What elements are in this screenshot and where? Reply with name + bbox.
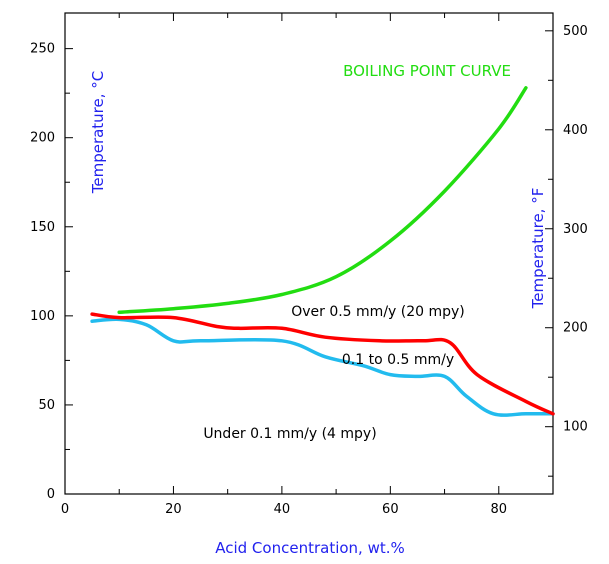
x-axis-title: Acid Concentration, wt.% <box>215 539 405 557</box>
x-tick-label: 40 <box>274 502 291 517</box>
y-axis-title-left: Temperature, °C <box>89 71 107 195</box>
y-tick-label-right: 300 <box>563 222 588 237</box>
x-tick-label: 20 <box>165 502 182 517</box>
x-tick-label: 0 <box>61 502 69 517</box>
plot-frame <box>64 12 554 495</box>
tick-labels: 0 20 40 60 80 0 50 100 150 200 250 100 200 300 400 500 <box>30 24 588 517</box>
annotation-0-1-to-0-5: 0.1 to 0.5 mm/y <box>342 352 454 368</box>
axis-ticks <box>64 13 554 495</box>
x-tick-label: 80 <box>491 502 508 517</box>
y-tick-label-right: 500 <box>563 24 588 39</box>
y-tick-label-left: 100 <box>30 309 55 324</box>
x-tick-label: 60 <box>382 502 399 517</box>
series-lines <box>90 86 555 417</box>
y-tick-label-left: 200 <box>30 131 55 146</box>
boiling-point-curve <box>117 86 528 315</box>
lower-rate-boundary-line <box>90 317 555 417</box>
y-axis-title-right: Temperature, °F <box>529 188 547 310</box>
y-tick-label-left: 150 <box>30 220 55 235</box>
y-tick-label-right: 400 <box>563 123 588 138</box>
upper-rate-boundary-line <box>90 312 555 416</box>
series-label-boiling-point: BOILING POINT CURVE <box>343 62 511 80</box>
y-tick-label-right: 200 <box>563 321 588 336</box>
y-tick-label-left: 0 <box>47 487 55 502</box>
y-tick-label-left: 50 <box>38 398 55 413</box>
y-tick-label-left: 250 <box>30 42 55 57</box>
annotation-over-0-5: Over 0.5 mm/y (20 mpy) <box>291 304 465 320</box>
y-tick-label-right: 100 <box>563 420 588 435</box>
annotation-under-0-1: Under 0.1 mm/y (4 mpy) <box>203 426 376 442</box>
